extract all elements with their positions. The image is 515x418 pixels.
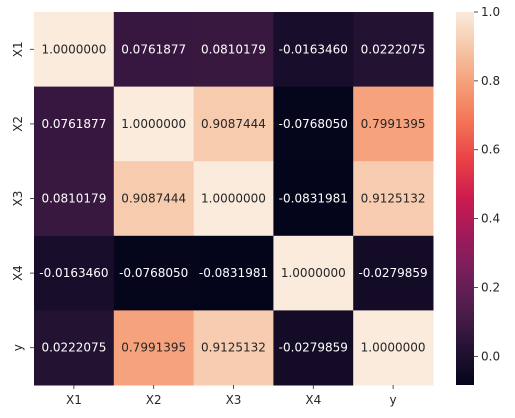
cell-value-label: 0.7991395 [361,117,426,131]
cell-value-label: -0.0768050 [279,117,348,131]
y-tick-label: X1 [11,41,25,57]
cell-value-label: 0.9125132 [361,192,426,206]
cell-value-label: 0.0222075 [41,341,106,355]
cell-value-label: -0.0163460 [279,42,348,56]
heatmap-cell-X1-X1 [34,12,115,88]
cell-value-label: -0.0279859 [279,341,348,355]
cell-value-label: 0.7991395 [121,341,186,355]
heatmap-cell-X1-X2 [113,12,195,88]
cell-value-label: -0.0831981 [199,266,268,280]
heatmap-cells [34,12,434,386]
cell-value-label: 0.9125132 [201,341,266,355]
heatmap-cell-X1-X4 [273,12,354,88]
colorbar-tick-label: 0.4 [481,212,500,226]
heatmap-cell-y-X2 [113,310,195,386]
y-tick-label: X4 [11,265,25,281]
heatmap-cell-y-y [353,310,434,386]
colorbar-tick-label: 0.6 [481,143,500,157]
cell-value-label: 0.0810179 [201,42,266,56]
x-tick-label: X2 [146,393,162,407]
cell-value-label: -0.0279859 [358,266,427,280]
heatmap-cell-y-X1 [34,310,115,386]
heatmap-cell-X2-y [353,86,434,162]
colorbar-tick-label: 1.0 [481,5,500,19]
x-tick-label: X4 [305,393,321,407]
heatmap-cell-X2-X1 [34,86,115,162]
heatmap-cell-X4-X1 [34,235,115,311]
heatmap-cell-y-X4 [273,310,354,386]
cell-value-label: 1.0000000 [121,117,186,131]
cell-value-label: 1.0000000 [361,341,426,355]
heatmap-cell-X3-X1 [34,161,115,237]
heatmap-cell-X3-X2 [113,161,195,237]
x-tick-label: X3 [226,393,242,407]
heatmap-cell-X3-X3 [193,161,274,237]
cell-value-label: -0.0768050 [119,266,188,280]
heatmap-cell-X4-y [353,235,434,311]
colorbar-tick-label: 0.0 [481,349,500,363]
heatmap-cell-X3-y [353,161,434,237]
heatmap-cell-X1-X3 [193,12,274,88]
heatmap-cell-X4-X4 [273,235,354,311]
y-axis: X1 X2 X3 X4 y [11,41,34,351]
heatmap-cell-y-X3 [193,310,274,386]
x-axis: X1 X2 X3 X4 y [66,385,397,407]
cell-value-label: 0.9087444 [121,192,186,206]
heatmap-cell-X1-y [353,12,434,88]
heatmap-cell-X4-X3 [193,235,274,311]
colorbar: 0.0 0.2 0.4 0.6 0.8 1.0 [456,5,500,385]
heatmap-cell-X4-X2 [113,235,195,311]
x-tick-label: y [390,393,397,407]
y-tick-label: X2 [11,116,25,132]
cell-value-label: -0.0163460 [39,266,108,280]
y-tick-label: y [11,344,25,351]
heatmap-cell-labels: 1.0000000 0.0761877 0.0810179 -0.0163460 0.0… [39,42,427,354]
cell-value-label: 0.0222075 [361,42,426,56]
cell-value-label: 0.0810179 [41,192,106,206]
cell-value-label: 1.0000000 [281,266,346,280]
colorbar-tick-label: 0.2 [481,280,500,294]
colorbar-tick-label: 0.8 [481,74,500,88]
heatmap-cell-X2-X2 [113,86,195,162]
cell-value-label: -0.0831981 [279,192,348,206]
heatmap-cell-X2-X4 [273,86,354,162]
cell-value-label: 0.0761877 [41,117,106,131]
colorbar-ticks: 0.0 0.2 0.4 0.6 0.8 1.0 [474,5,500,363]
heatmap-cell-X2-X3 [193,86,274,162]
cell-value-label: 0.0761877 [121,42,186,56]
cell-value-label: 1.0000000 [41,42,106,56]
cell-value-label: 0.9087444 [201,117,266,131]
colorbar-gradient [456,12,474,385]
y-tick-label: X3 [11,191,25,207]
cell-value-label: 1.0000000 [201,192,266,206]
x-tick-label: X1 [66,393,82,407]
heatmap-cell-X3-X4 [273,161,354,237]
